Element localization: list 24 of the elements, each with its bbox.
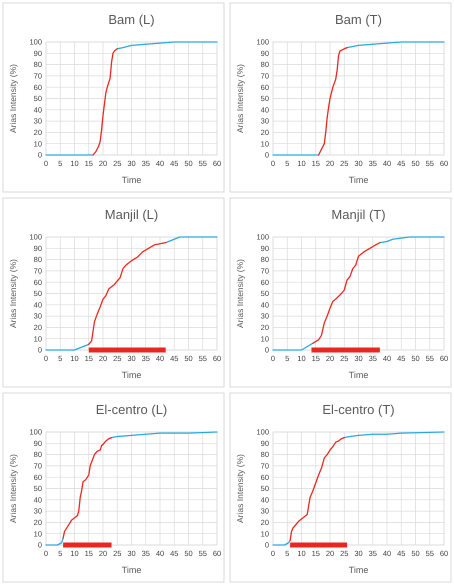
y-axis-title: Arias Intensity (%) <box>235 454 245 523</box>
x-axis-title: Time <box>122 175 142 185</box>
line-series <box>318 47 348 156</box>
x-axis-title: Time <box>348 565 368 575</box>
chart-title: El-centro (T) <box>322 402 395 417</box>
y-axis-title: Arias Intensity (%) <box>8 258 18 328</box>
chart-title: El-centro (L) <box>96 402 168 417</box>
y-axis-title: Arias Intensity (%) <box>235 258 245 328</box>
x-axis-title: Time <box>122 370 142 380</box>
y-axis-title: Arias Intensity (%) <box>235 64 245 133</box>
line-series <box>92 48 118 156</box>
line-series <box>62 437 112 539</box>
chart-title: Bam (T) <box>335 12 382 27</box>
line-series <box>88 242 166 345</box>
line-series <box>312 242 381 344</box>
x-axis-title: Time <box>348 175 368 185</box>
x-axis-title: Time <box>122 565 142 575</box>
x-axis-title: Time <box>348 370 368 380</box>
y-axis-title: Arias Intensity (%) <box>8 454 18 523</box>
line-series <box>116 41 218 50</box>
y-axis-title: Arias Intensity (%) <box>8 64 18 133</box>
chart-title: Manjil (T) <box>331 207 386 222</box>
chart-title: Bam (L) <box>108 12 155 27</box>
chart-title: Manjil (L) <box>104 207 158 222</box>
